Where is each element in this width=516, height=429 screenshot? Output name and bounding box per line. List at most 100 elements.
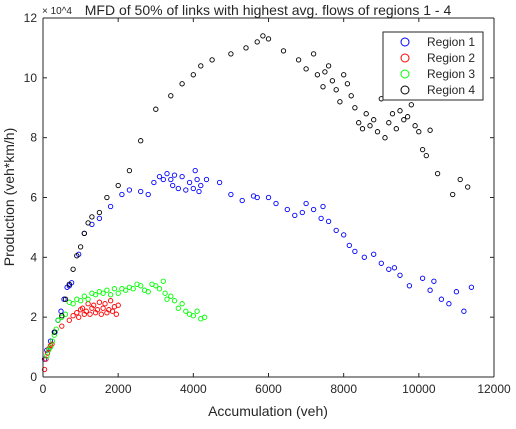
data-point-region-4	[416, 129, 422, 135]
data-point-region-1	[273, 200, 279, 207]
x-tick-label: 6000	[255, 382, 282, 396]
data-point-region-4	[333, 87, 339, 93]
data-point-region-2	[107, 298, 114, 304]
data-point-region-3	[51, 332, 57, 338]
data-point-region-4	[329, 78, 336, 84]
data-point-region-2	[100, 305, 106, 311]
legend-label-region-1: Region 1	[427, 35, 475, 49]
legend: Region 1 Region 2 Region 3 Region 4	[382, 31, 484, 101]
data-point-region-4	[389, 111, 396, 117]
data-points	[41, 33, 475, 373]
data-point-region-2	[79, 305, 86, 311]
data-point-region-3	[59, 314, 65, 320]
y-tick-label: 12	[24, 11, 38, 25]
data-point-region-3	[145, 289, 151, 295]
data-point-region-4	[359, 126, 366, 132]
data-point-region-2	[94, 307, 101, 313]
data-point-region-3	[123, 287, 129, 293]
data-point-region-4	[337, 99, 343, 105]
data-point-region-4	[382, 135, 388, 141]
data-point-region-3	[81, 293, 87, 299]
data-point-region-3	[179, 301, 185, 307]
data-point-region-4	[419, 146, 426, 153]
data-point-region-3	[190, 313, 196, 319]
data-point-region-1	[461, 308, 467, 314]
data-point-region-4	[77, 244, 84, 250]
data-point-region-1	[352, 248, 358, 255]
data-point-region-1	[203, 176, 210, 183]
data-point-region-1	[170, 182, 176, 189]
data-point-region-4	[397, 108, 403, 114]
y-tick-label: 2	[30, 310, 37, 324]
data-point-region-4	[228, 51, 234, 57]
data-point-region-2	[91, 302, 97, 308]
data-point-region-3	[92, 292, 99, 298]
y-axis-label: Production (veh*km/h)	[1, 128, 17, 267]
data-point-region-3	[70, 301, 76, 307]
data-point-region-2	[49, 341, 55, 347]
y-tick-label: 8	[30, 131, 37, 145]
data-point-region-2	[59, 323, 65, 329]
data-point-region-1	[391, 265, 398, 271]
data-point-region-4	[126, 167, 133, 174]
data-point-region-3	[183, 308, 189, 314]
data-point-region-1	[292, 212, 298, 219]
data-point-region-1	[318, 215, 324, 222]
x-axis-label: Accumulation (veh)	[208, 403, 328, 419]
y-tick-label: 4	[30, 250, 37, 264]
data-point-region-1	[346, 242, 352, 249]
data-point-region-4	[179, 81, 185, 87]
x-tick-label: 10000	[402, 382, 436, 396]
y-tick-label: 10	[24, 71, 38, 85]
data-point-region-3	[168, 293, 174, 299]
data-point-region-4	[74, 253, 80, 259]
data-point-region-1	[303, 200, 309, 207]
data-point-region-2	[102, 301, 108, 307]
data-point-region-2	[41, 366, 48, 373]
data-point-region-4	[153, 106, 159, 112]
data-point-region-1	[156, 173, 163, 180]
data-point-region-2	[83, 308, 89, 314]
y-tick-label: 0	[30, 370, 37, 384]
data-point-region-2	[66, 317, 72, 323]
data-point-region-4	[85, 220, 91, 226]
data-point-region-1	[61, 296, 67, 302]
data-point-region-4	[168, 93, 174, 99]
data-point-region-1	[228, 191, 234, 198]
data-point-region-4	[457, 176, 463, 183]
data-point-region-4	[96, 209, 103, 216]
data-point-region-4	[265, 36, 272, 42]
data-point-region-1	[419, 275, 426, 281]
data-point-region-4	[104, 194, 110, 201]
legend-label-region-3: Region 3	[427, 67, 475, 81]
data-point-region-1	[431, 278, 437, 284]
data-point-region-4	[66, 281, 72, 287]
data-point-region-4	[314, 72, 321, 78]
data-point-region-4	[325, 63, 332, 69]
data-point-region-3	[77, 298, 84, 304]
data-point-region-1	[198, 182, 204, 189]
data-point-region-4	[427, 127, 433, 133]
data-point-region-4	[295, 57, 302, 63]
data-point-region-1	[192, 167, 198, 174]
data-point-region-4	[310, 51, 317, 57]
data-point-region-1	[186, 179, 193, 186]
data-point-region-2	[87, 311, 93, 317]
data-point-region-1	[284, 206, 290, 213]
data-point-region-1	[310, 206, 317, 213]
data-point-region-1	[164, 170, 170, 177]
x-tick-label: 2000	[105, 382, 132, 396]
data-point-region-1	[468, 284, 475, 290]
x-tick-label: 8000	[330, 382, 357, 396]
data-point-region-1	[194, 176, 200, 183]
data-point-region-3	[160, 278, 166, 284]
data-point-region-3	[162, 290, 168, 296]
data-point-region-1	[299, 209, 305, 216]
legend-marker-region-3	[400, 69, 410, 79]
data-point-region-1	[96, 215, 103, 222]
data-point-region-4	[401, 117, 407, 123]
data-point-region-2	[96, 299, 103, 305]
data-point-region-4	[320, 84, 326, 90]
data-point-region-1	[119, 191, 125, 198]
